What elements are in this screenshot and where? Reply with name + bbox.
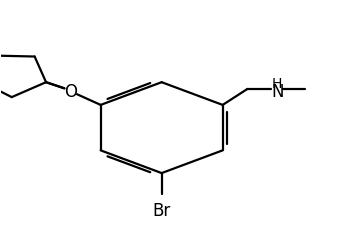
Text: O: O <box>64 83 77 101</box>
Text: Br: Br <box>153 202 171 220</box>
Text: N: N <box>271 83 284 101</box>
Text: H: H <box>272 77 283 91</box>
